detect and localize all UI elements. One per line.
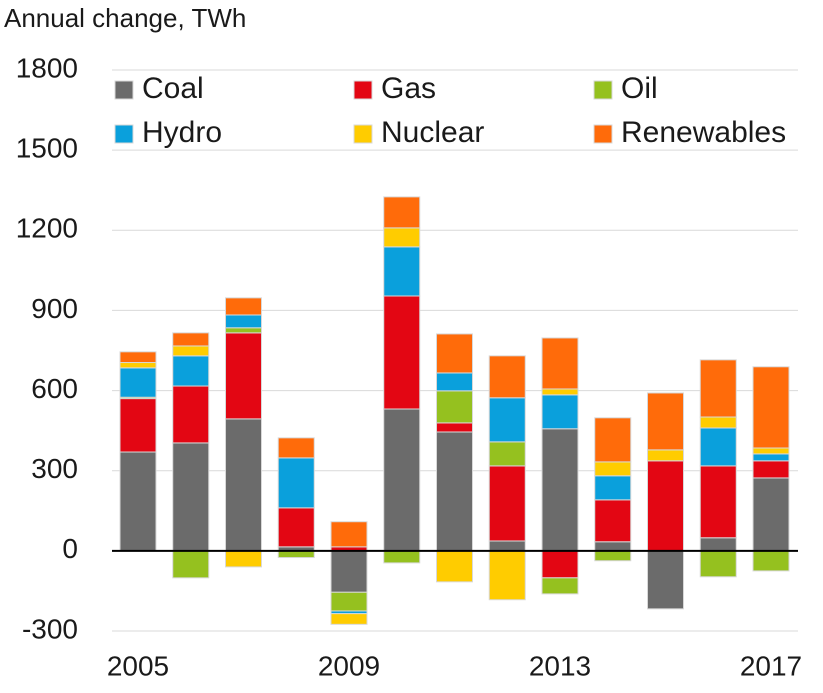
bar-segment — [752, 460, 790, 479]
bar-segment — [647, 449, 684, 462]
bar-segment — [119, 362, 157, 369]
bar-segment — [225, 332, 262, 420]
y-tick-label: 0 — [62, 533, 78, 564]
bar-segment — [541, 428, 579, 552]
bar-segment — [752, 447, 790, 455]
bar-segment — [277, 437, 315, 459]
y-tick-label: -300 — [22, 613, 78, 644]
bar-segment — [541, 577, 579, 595]
x-tick-label: 2005 — [107, 650, 169, 681]
bar-segment — [699, 465, 737, 539]
bar-segment — [699, 359, 737, 418]
bar-segment — [541, 388, 579, 396]
y-tick-label: 900 — [31, 293, 78, 324]
legend-swatch — [353, 80, 373, 100]
bar-segment — [647, 550, 684, 610]
y-tick-label: 600 — [31, 373, 78, 404]
bar-segment — [488, 355, 526, 399]
legend-swatch — [593, 80, 613, 100]
bar-segment — [330, 591, 368, 612]
y-tick-label: 1800 — [16, 52, 78, 83]
bar-segment — [119, 367, 157, 398]
bar-segment — [277, 507, 315, 548]
bar-segment — [225, 314, 262, 329]
legend-swatch — [114, 124, 134, 144]
bar-segment — [594, 475, 632, 501]
bar-segment — [172, 355, 210, 387]
bar-segment — [541, 394, 579, 430]
x-tick-label: 2017 — [740, 650, 802, 681]
y-axis-label: Annual change, TWh — [4, 3, 246, 33]
y-tick-label: 1500 — [16, 133, 78, 164]
bar-segment — [225, 327, 262, 334]
bar-segment — [436, 422, 473, 433]
bar-segment — [225, 550, 262, 568]
legend-label: Oil — [621, 72, 658, 105]
legend-label: Renewables — [621, 116, 786, 149]
bar-segment — [383, 246, 421, 297]
bar-segment — [699, 550, 737, 578]
bar-segment — [436, 431, 473, 552]
bar-segment — [330, 550, 368, 593]
bar-segment — [647, 460, 684, 552]
bar-segment — [277, 457, 315, 509]
bar-segment — [594, 541, 632, 552]
bar-segment — [594, 550, 632, 562]
x-tick-label: 2013 — [529, 650, 591, 681]
x-tick-label: 2009 — [318, 650, 380, 681]
bar-segment — [172, 385, 210, 444]
y-tick-label: 1200 — [16, 213, 78, 244]
y-tick-label: 300 — [31, 453, 78, 484]
bar-segment — [752, 477, 790, 552]
bar-segment — [436, 390, 473, 424]
bar-segment — [172, 345, 210, 357]
bar-segment — [119, 398, 157, 453]
bar-segment — [752, 366, 790, 449]
bar-segment — [225, 418, 262, 552]
bar-segment — [594, 461, 632, 477]
bar-segment — [119, 451, 157, 552]
bar-segment — [383, 408, 421, 552]
bar-segment — [488, 550, 526, 601]
bar-segment — [277, 550, 315, 559]
bar-segment — [172, 550, 210, 579]
bar-segment — [699, 537, 737, 552]
legend-label: Nuclear — [381, 116, 484, 149]
bar-segment — [383, 295, 421, 410]
bar-segment — [330, 613, 368, 625]
bar-segment — [541, 337, 579, 390]
legend-swatch — [353, 124, 373, 144]
bar-segment — [594, 499, 632, 543]
legend-swatch — [593, 124, 613, 144]
bar-segment — [383, 196, 421, 229]
legend-label: Gas — [381, 72, 436, 105]
bar-segment — [647, 392, 684, 451]
bar-segment — [752, 550, 790, 572]
bar-segment — [436, 550, 473, 583]
legend-swatch — [114, 80, 134, 100]
bar-segment — [699, 427, 737, 467]
legend-label: Coal — [142, 72, 204, 105]
bar-segment — [383, 227, 421, 248]
legend-label: Hydro — [142, 116, 222, 149]
bar-segment — [594, 417, 632, 463]
bar-segment — [436, 372, 473, 392]
bar-segment — [541, 550, 579, 579]
bar-segment — [330, 521, 368, 548]
bar-segment — [699, 416, 737, 429]
bar-segment — [752, 453, 790, 462]
bar-segment — [172, 442, 210, 552]
bar-segment — [172, 332, 210, 347]
bar-segment — [225, 297, 262, 316]
bar-segment — [488, 397, 526, 443]
bar-segment — [383, 550, 421, 564]
bar-segment — [436, 333, 473, 374]
bar-segment — [119, 351, 157, 364]
bar-segment — [488, 465, 526, 542]
bar-segment — [488, 540, 526, 552]
bar-segment — [488, 441, 526, 467]
